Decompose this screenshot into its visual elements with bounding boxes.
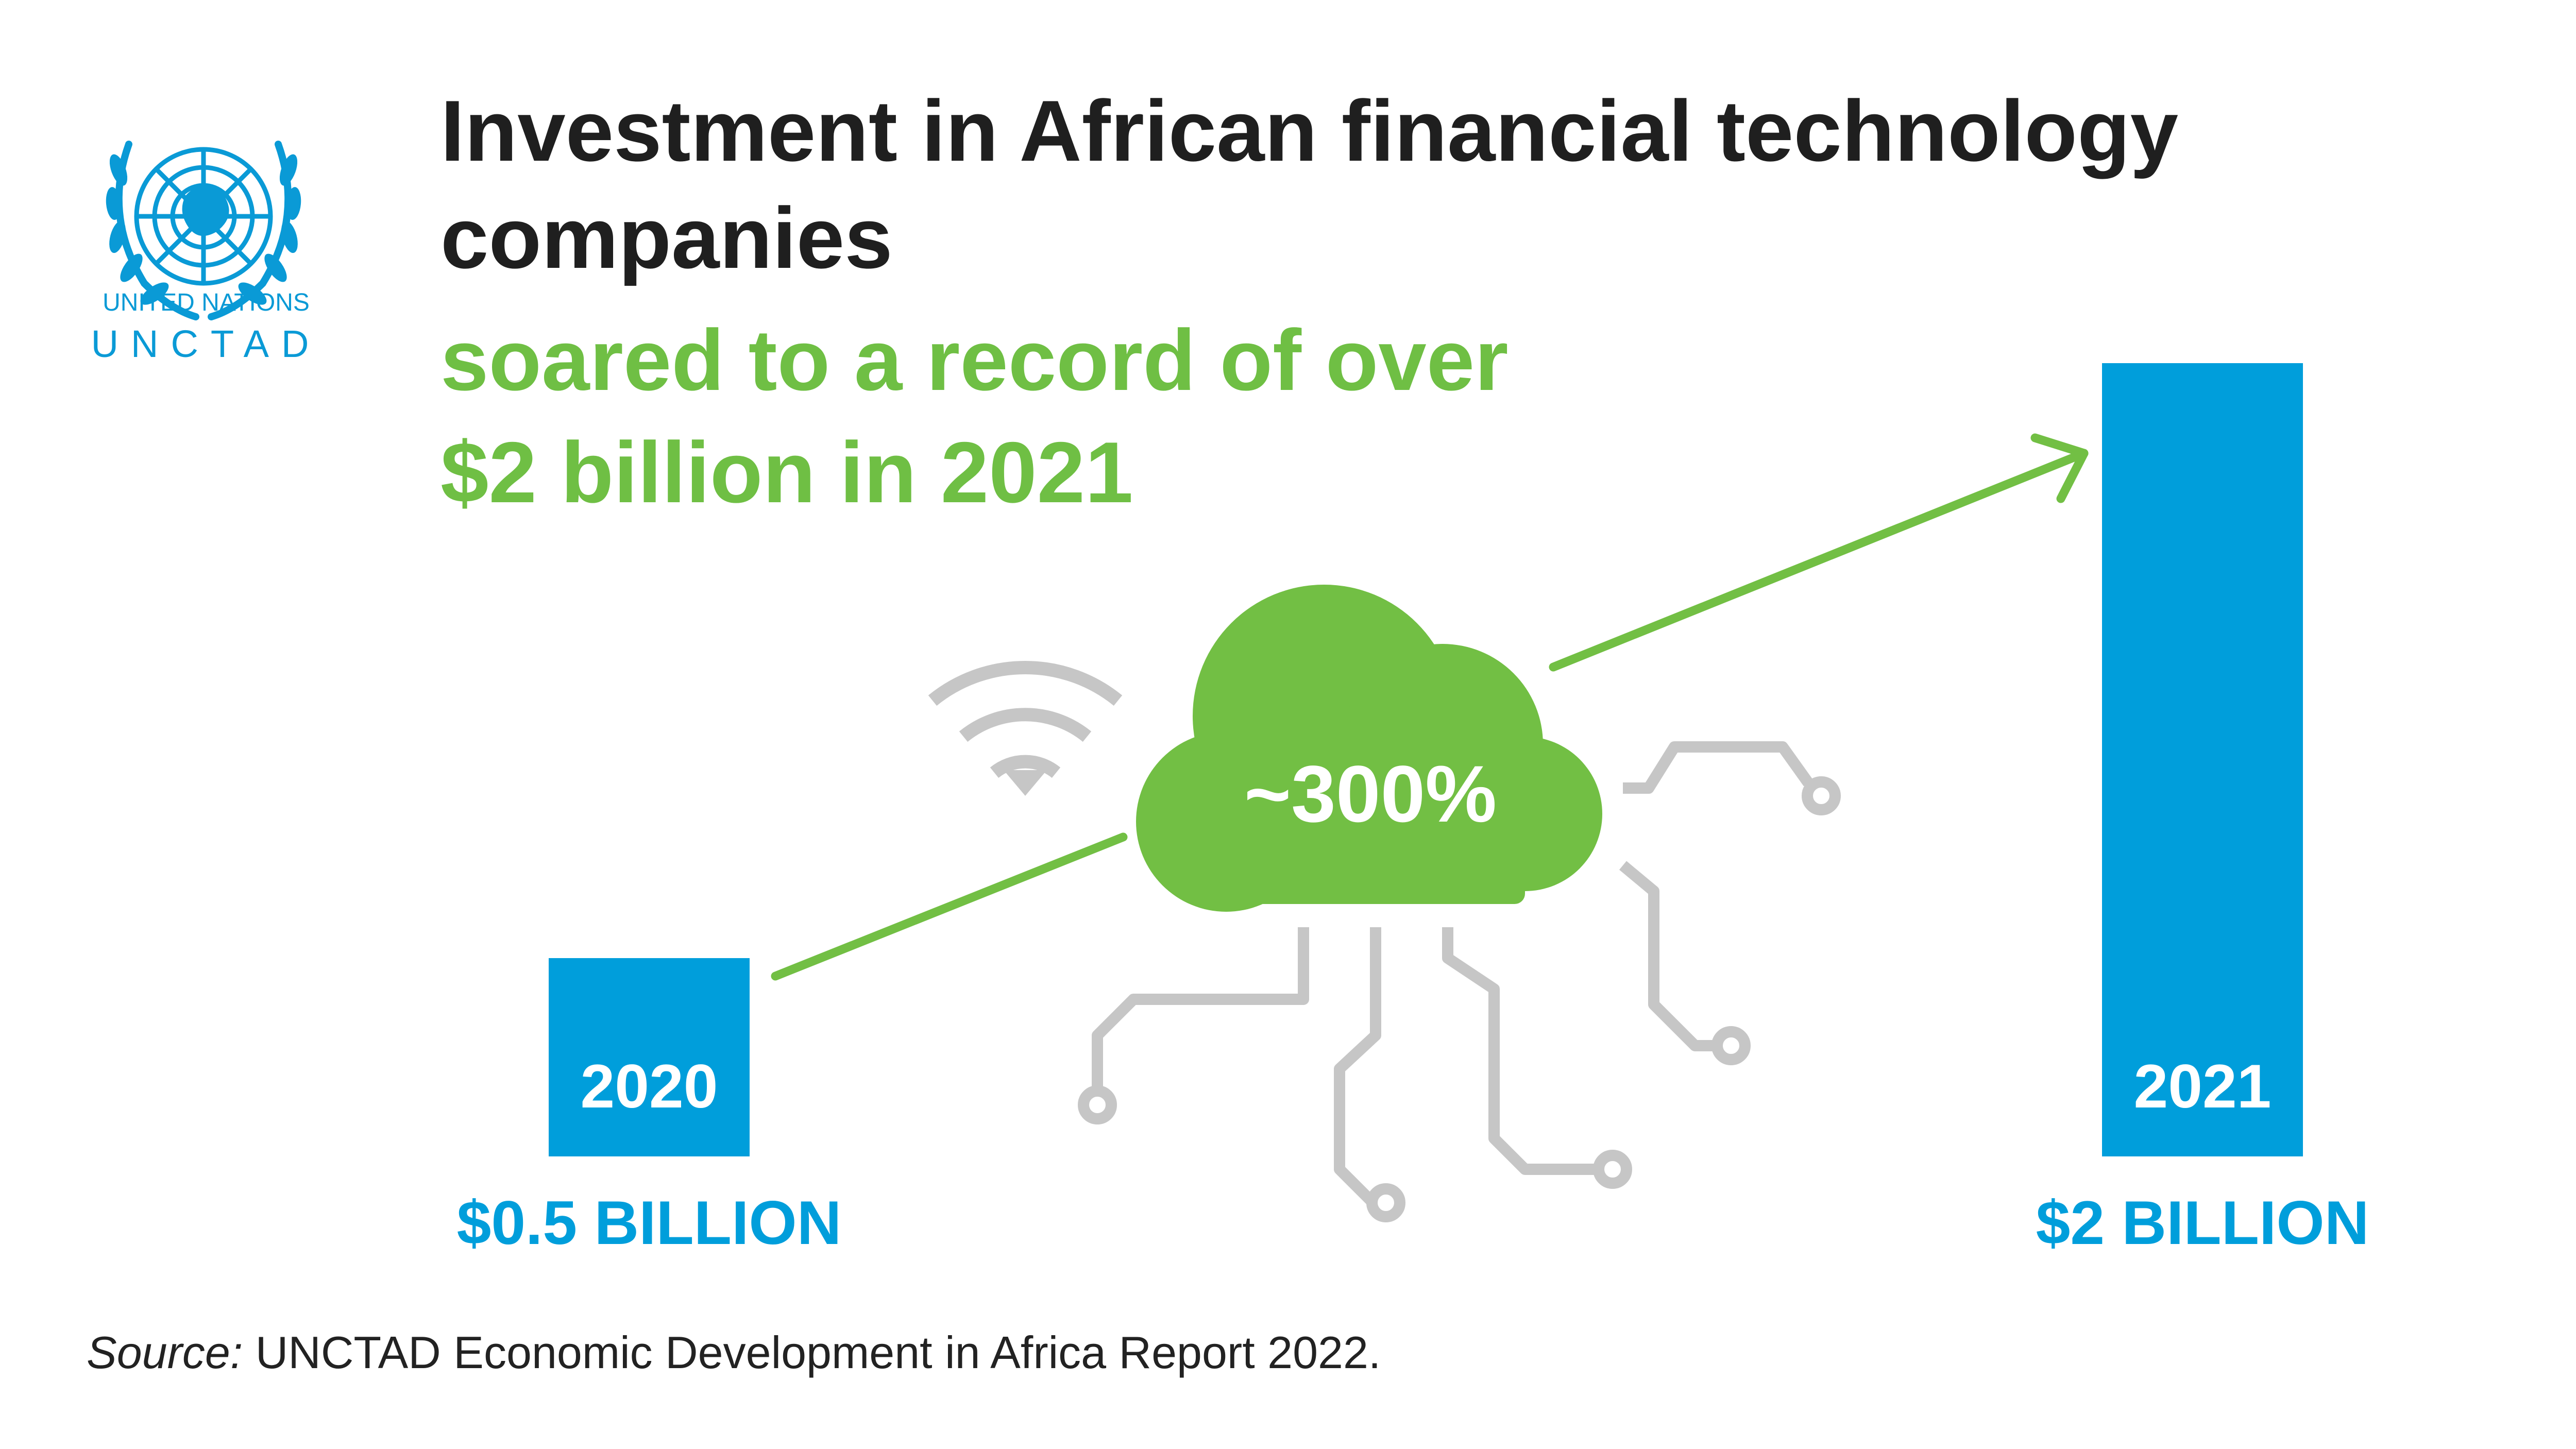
page-title: Investment in African financial technolo… [440, 82, 2179, 286]
bar-2021 [2102, 363, 2303, 1156]
org-name: UNITED NATIONS [103, 289, 310, 316]
source-note: Source: UNCTAD Economic Development in A… [87, 1326, 1381, 1379]
bar-2020 [549, 958, 750, 1156]
bar-value-label: $2 BILLION [2036, 1188, 2369, 1257]
growth-arrow-icon [771, 433, 2089, 981]
cloud-icon [1136, 585, 1602, 912]
source-text: UNCTAD Economic Development in Africa Re… [255, 1327, 1381, 1378]
bar-category-label: 2020 [581, 1052, 718, 1121]
bar-value-label: $0.5 BILLION [457, 1188, 842, 1257]
wifi-dot [1004, 770, 1047, 796]
un-emblem-icon [106, 141, 301, 320]
circuit-lines-icon [1078, 741, 1841, 1222]
subtitle-line-2: $2 billion in 2021 [440, 424, 1133, 521]
org-acronym: UNCTAD [91, 322, 321, 365]
bar-category-label: 2021 [2134, 1052, 2272, 1121]
growth-label: ~300% [1244, 749, 1497, 839]
subtitle-line-1: soared to a record of over [440, 312, 1509, 408]
source-label: Source: [87, 1327, 243, 1378]
wifi-icon [928, 660, 1123, 778]
bar-group: 2020 $0.5 BILLION 2021 $2 BILLION [457, 363, 2369, 1257]
subtitle: soared to a record of over $2 billion in… [440, 304, 1986, 529]
